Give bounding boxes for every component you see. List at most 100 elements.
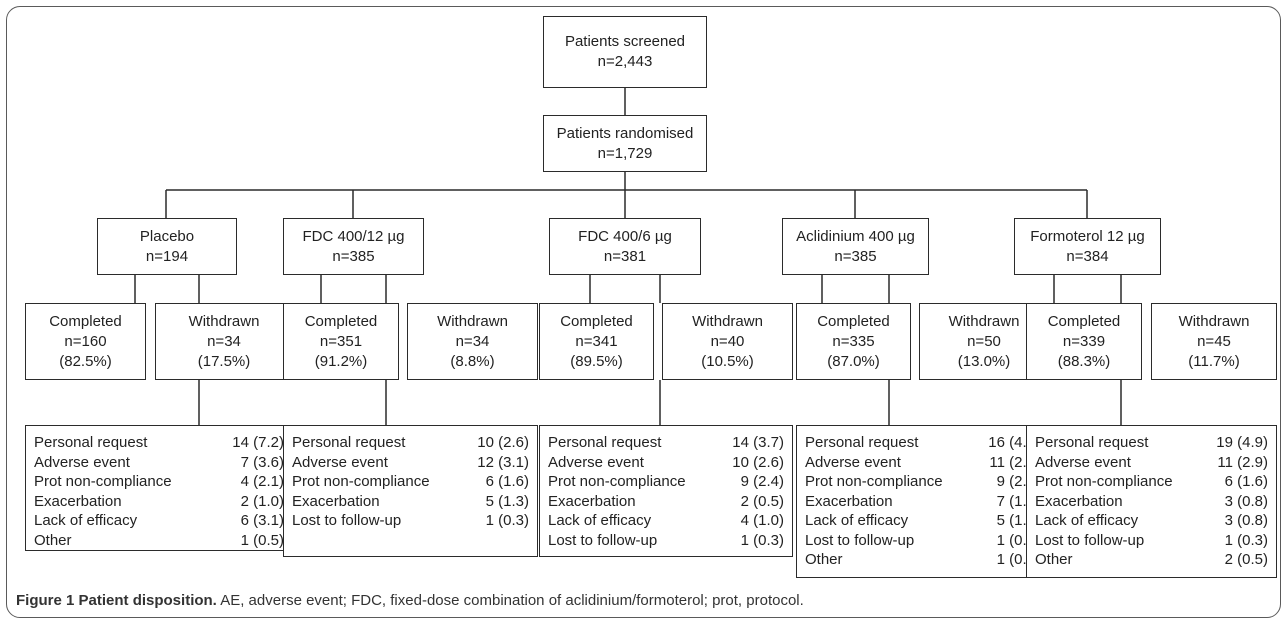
reason-label: Prot non-compliance: [1035, 473, 1173, 490]
reason-row: Lost to follow-up 1 (0.3): [548, 531, 784, 551]
patients-screened-box: Patients screened n=2,443: [543, 16, 707, 88]
withdrawn-percent: (11.7%): [1188, 352, 1240, 370]
reason-label: Lost to follow-up: [1035, 531, 1145, 549]
reason-label: Adverse event: [805, 453, 901, 471]
reason-row: Exacerbation 5 (1.3): [292, 492, 529, 512]
arm-box: Aclidinium 400 µg n=385: [782, 218, 929, 275]
reason-row: Other 1 (0.5): [34, 531, 284, 551]
reason-row: Personal request 14 (3.7): [548, 433, 784, 453]
reason-row: Exacerbation 3 (0.8): [1035, 492, 1268, 512]
completed-percent: (88.3%): [1057, 352, 1111, 370]
reason-value: 4 (2.1): [240, 473, 284, 490]
reason-label: Lack of efficacy: [34, 512, 138, 529]
reason-label: Adverse event: [34, 453, 130, 471]
withdrawn-box: Withdrawn n=45 (11.7%): [1151, 303, 1277, 380]
caption-text: AE, adverse event; FDC, fixed-dose combi…: [216, 592, 804, 609]
reason-row: Prot non-compliance 9 (2.4): [548, 472, 784, 492]
arm-count: n=385: [834, 247, 877, 265]
reason-value: 3 (0.8): [1224, 492, 1268, 510]
withdrawn-box: Withdrawn n=34 (17.5%): [155, 303, 293, 380]
reason-row: Adverse event 11 (2.9): [805, 453, 1040, 473]
reason-value: 7 (3.6): [240, 453, 284, 471]
reason-label: Other: [805, 551, 843, 568]
completed-percent: (87.0%): [827, 352, 880, 370]
reason-value: 2 (0.5): [1224, 551, 1268, 568]
withdrawal-reasons-box: Personal request 14 (7.2) Adverse event 7 (…: [25, 425, 293, 551]
reason-row: Lack of efficacy 4 (1.0): [548, 511, 784, 531]
reason-label: Prot non-compliance: [805, 473, 943, 490]
arm-box: FDC 400/12 µg n=385: [283, 218, 424, 275]
reason-value: 14 (3.7): [732, 434, 784, 451]
reason-label: Lost to follow-up: [548, 531, 658, 549]
completed-box: Completed n=339 (88.3%): [1026, 303, 1142, 380]
reason-row: Lack of efficacy 6 (3.1): [34, 511, 284, 531]
reason-value: 10 (2.6): [477, 434, 529, 451]
arm-name: Formoterol 12 µg: [1030, 227, 1145, 245]
reason-label: Prot non-compliance: [34, 473, 172, 490]
reason-label: Lack of efficacy: [805, 512, 909, 529]
withdrawn-label: Withdrawn: [188, 312, 260, 330]
withdrawal-reasons-box: Personal request 16 (4.2) Adverse event 11 …: [796, 425, 1049, 578]
withdrawn-label: Withdrawn: [692, 312, 763, 330]
arm-count: n=194: [145, 247, 189, 265]
reason-row: Personal request 16 (4.2): [805, 433, 1040, 453]
caption-title: Figure 1 Patient disposition.: [16, 592, 217, 609]
withdrawal-reasons-box: Personal request 19 (4.9) Adverse event 11 …: [1026, 425, 1277, 578]
withdrawn-count: n=45: [1197, 332, 1231, 350]
withdrawn-box: Withdrawn n=40 (10.5%): [662, 303, 793, 380]
reason-label: Personal request: [805, 434, 919, 451]
completed-count: n=335: [832, 332, 875, 350]
reason-row: Prot non-compliance 6 (1.6): [1035, 472, 1268, 492]
patients-randomised-box: Patients randomised n=1,729: [543, 115, 707, 172]
reason-value: 1 (0.3): [485, 512, 529, 529]
figure-caption: Figure 1 Patient disposition. AE, advers…: [16, 592, 804, 609]
reason-value: 4 (1.0): [740, 512, 784, 529]
reason-label: Exacerbation: [1035, 492, 1123, 510]
completed-count: n=160: [64, 332, 107, 350]
arm-name: Placebo: [139, 227, 195, 245]
withdrawn-percent: (10.5%): [701, 352, 754, 370]
reason-row: Prot non-compliance 6 (1.6): [292, 472, 529, 492]
arm-name: FDC 400/6 µg: [578, 227, 672, 245]
reason-label: Lack of efficacy: [1035, 512, 1139, 529]
reason-row: Lack of efficacy 3 (0.8): [1035, 511, 1268, 531]
reason-value: 10 (2.6): [732, 453, 784, 471]
completed-count: n=351: [319, 332, 363, 350]
reason-label: Exacerbation: [292, 492, 380, 510]
reason-row: Lost to follow-up 1 (0.3): [292, 511, 529, 531]
withdrawn-count: n=50: [967, 332, 1001, 350]
completed-percent: (82.5%): [59, 352, 112, 370]
withdrawn-label: Withdrawn: [948, 312, 1020, 330]
reason-row: Prot non-compliance 9 (2.3): [805, 472, 1040, 492]
reason-value: 11 (2.9): [1217, 453, 1268, 471]
reason-value: 5 (1.3): [485, 492, 529, 510]
reason-row: Adverse event 10 (2.6): [548, 453, 784, 473]
completed-box: Completed n=335 (87.0%): [796, 303, 911, 380]
withdrawn-count: n=34: [207, 332, 241, 350]
reason-value: 2 (0.5): [740, 492, 784, 510]
randomised-count: n=1,729: [597, 144, 653, 162]
withdrawn-label: Withdrawn: [1178, 312, 1250, 330]
withdrawn-count: n=34: [455, 332, 490, 350]
completed-percent: (89.5%): [570, 352, 623, 370]
reason-row: Personal request 19 (4.9): [1035, 433, 1268, 453]
completed-label: Completed: [817, 312, 890, 330]
withdrawn-count: n=40: [710, 332, 745, 350]
reason-value: 1 (0.3): [1224, 531, 1268, 549]
arm-box: Formoterol 12 µg n=384: [1014, 218, 1161, 275]
reason-value: 1 (0.3): [740, 531, 784, 549]
arm-name: FDC 400/12 µg: [302, 227, 405, 245]
reason-label: Exacerbation: [805, 492, 893, 510]
reason-value: 19 (4.9): [1216, 434, 1268, 451]
completed-label: Completed: [1047, 312, 1121, 330]
arm-box: FDC 400/6 µg n=381: [549, 218, 701, 275]
reason-label: Exacerbation: [34, 492, 122, 510]
completed-label: Completed: [304, 312, 378, 330]
reason-row: Prot non-compliance 4 (2.1): [34, 472, 284, 492]
reason-row: Adverse event 7 (3.6): [34, 453, 284, 473]
completed-count: n=341: [575, 332, 618, 350]
completed-count: n=339: [1062, 332, 1106, 350]
reason-value: 6 (1.6): [1224, 473, 1268, 490]
reason-value: 2 (1.0): [240, 492, 284, 510]
